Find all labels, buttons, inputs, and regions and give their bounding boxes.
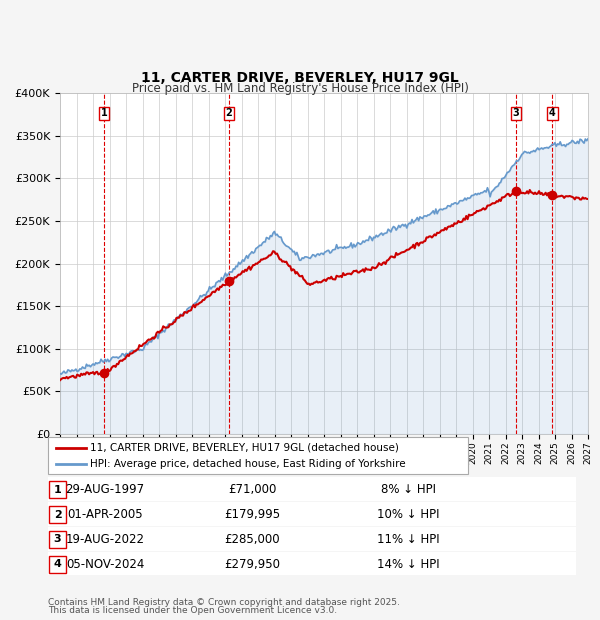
Text: £179,995: £179,995 (224, 508, 280, 521)
Text: 2: 2 (226, 108, 233, 118)
Text: 3: 3 (54, 534, 61, 544)
Text: £71,000: £71,000 (228, 484, 276, 496)
Text: £285,000: £285,000 (224, 533, 280, 546)
Text: 3: 3 (512, 108, 519, 118)
Text: Contains HM Land Registry data © Crown copyright and database right 2025.: Contains HM Land Registry data © Crown c… (48, 598, 400, 607)
Text: 05-NOV-2024: 05-NOV-2024 (66, 558, 144, 570)
Text: 11% ↓ HPI: 11% ↓ HPI (377, 533, 439, 546)
Text: HPI: Average price, detached house, East Riding of Yorkshire: HPI: Average price, detached house, East… (90, 459, 406, 469)
FancyBboxPatch shape (48, 437, 468, 474)
Text: 10% ↓ HPI: 10% ↓ HPI (377, 508, 439, 521)
Text: This data is licensed under the Open Government Licence v3.0.: This data is licensed under the Open Gov… (48, 606, 337, 615)
Text: 4: 4 (53, 559, 62, 569)
Text: 14% ↓ HPI: 14% ↓ HPI (377, 558, 439, 570)
Text: 4: 4 (549, 108, 556, 118)
Text: £279,950: £279,950 (224, 558, 280, 570)
Text: 11, CARTER DRIVE, BEVERLEY, HU17 9GL: 11, CARTER DRIVE, BEVERLEY, HU17 9GL (141, 71, 459, 84)
Text: 11, CARTER DRIVE, BEVERLEY, HU17 9GL (detached house): 11, CARTER DRIVE, BEVERLEY, HU17 9GL (de… (90, 443, 399, 453)
Text: 29-AUG-1997: 29-AUG-1997 (65, 484, 145, 496)
Text: 2: 2 (54, 510, 61, 520)
Text: 01-APR-2005: 01-APR-2005 (67, 508, 143, 521)
Text: 19-AUG-2022: 19-AUG-2022 (65, 533, 145, 546)
Text: 1: 1 (54, 485, 61, 495)
Text: 1: 1 (101, 108, 107, 118)
Text: Price paid vs. HM Land Registry's House Price Index (HPI): Price paid vs. HM Land Registry's House … (131, 82, 469, 94)
Text: 8% ↓ HPI: 8% ↓ HPI (380, 484, 436, 496)
